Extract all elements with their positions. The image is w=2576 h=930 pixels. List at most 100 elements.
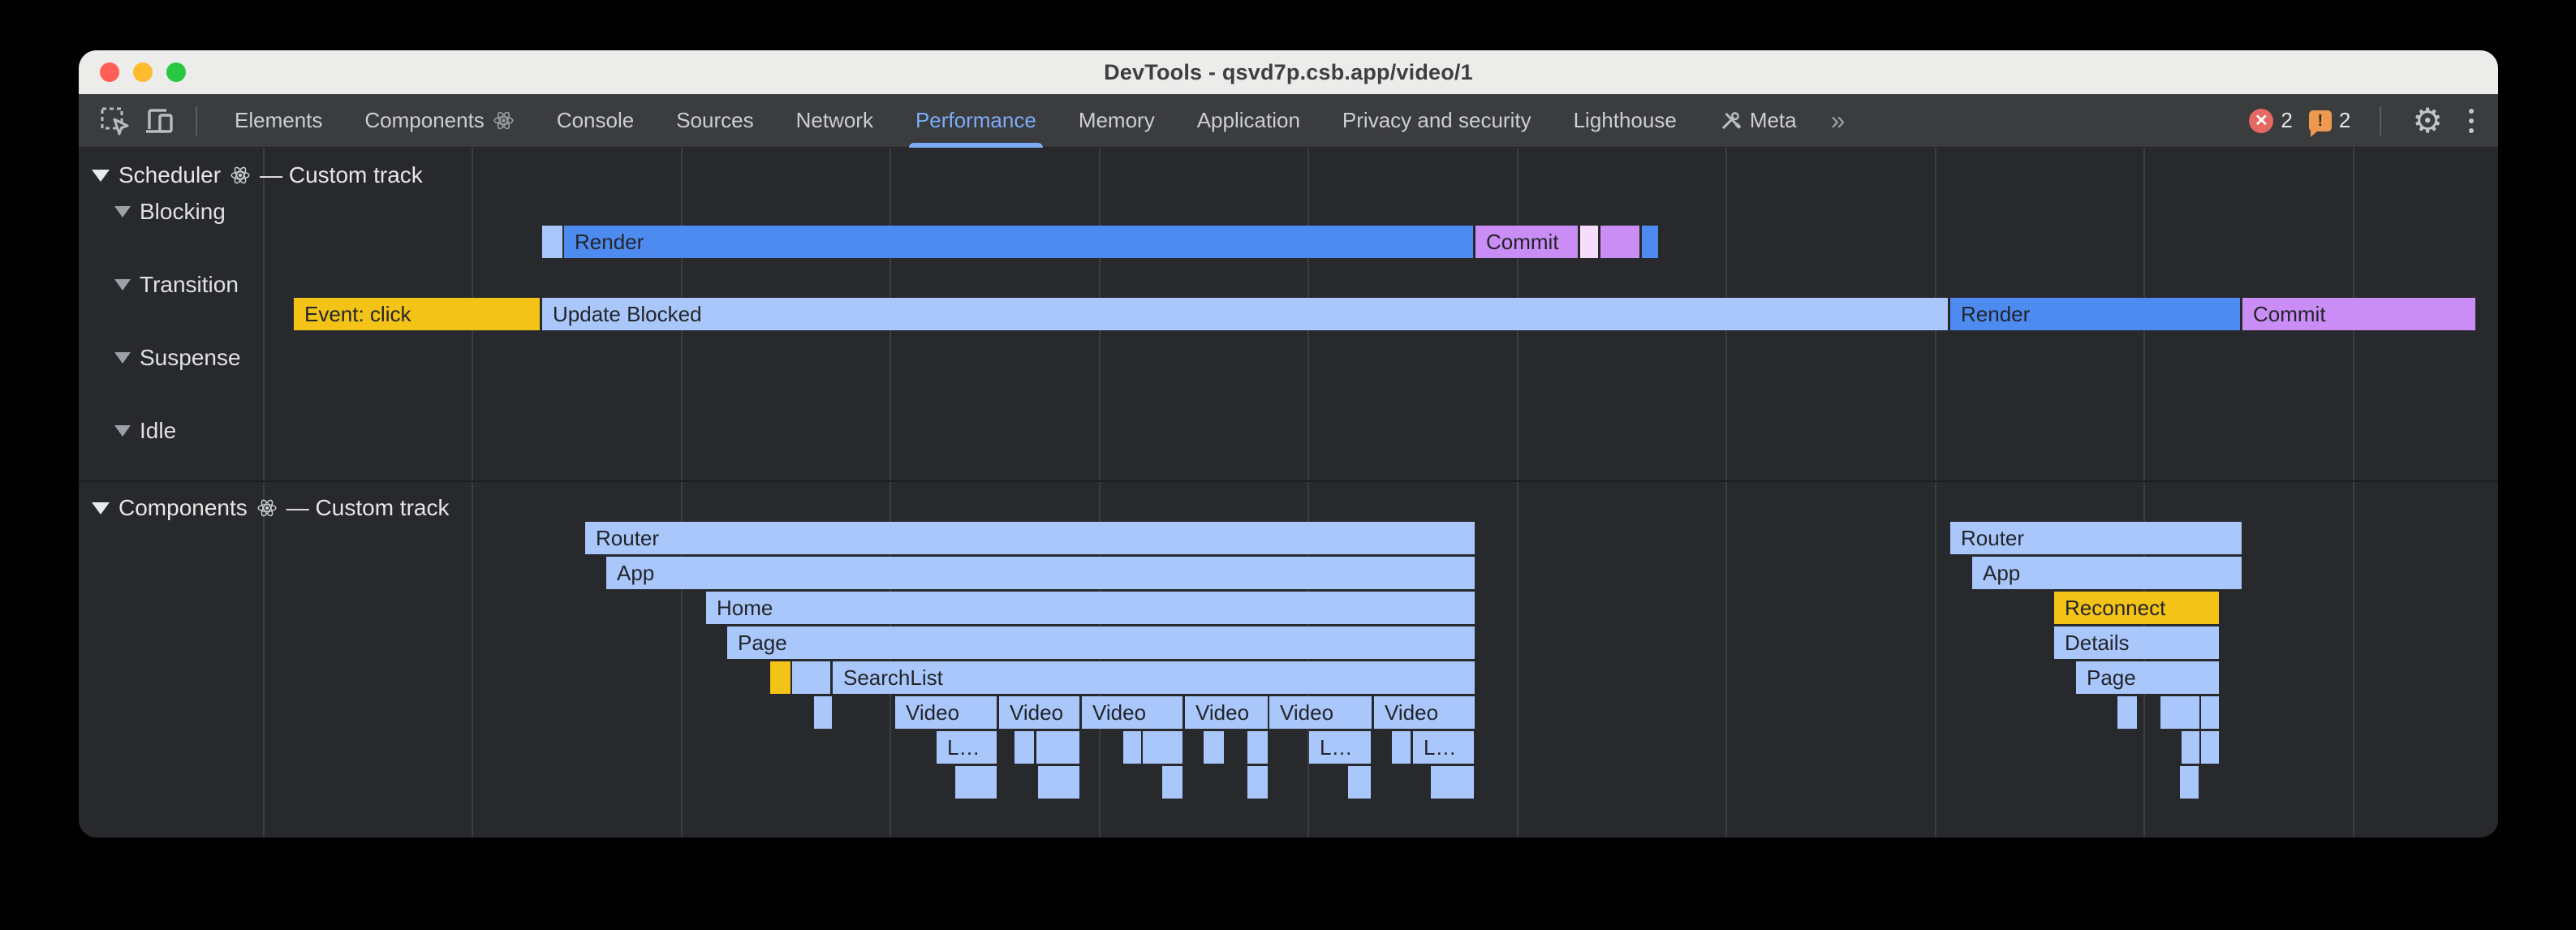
flame-bar[interactable] bbox=[2160, 696, 2199, 729]
flame-bar[interactable] bbox=[2117, 696, 2137, 729]
flame-bar[interactable] bbox=[1600, 226, 1639, 258]
flame-bar-video[interactable]: Video bbox=[999, 696, 1079, 729]
tab-performance[interactable]: Performance bbox=[894, 94, 1058, 148]
tab-meta[interactable]: Meta bbox=[1698, 94, 1818, 148]
expand-arrow-icon[interactable] bbox=[114, 279, 131, 291]
flame-bar-label: Render bbox=[1961, 302, 2031, 326]
tab-label: Performance bbox=[915, 108, 1036, 132]
flame-bar-home[interactable]: Home bbox=[706, 592, 1475, 624]
flame-bar-render[interactable]: Render bbox=[564, 226, 1473, 258]
tab-sources[interactable]: Sources bbox=[655, 94, 774, 148]
customize-menu-button[interactable] bbox=[2461, 98, 2482, 144]
flame-bar-video[interactable]: Video bbox=[1269, 696, 1372, 729]
flame-bar-label: Video bbox=[1092, 700, 1147, 725]
expand-arrow-icon[interactable] bbox=[92, 169, 110, 182]
track-header-components[interactable]: Components — Custom track bbox=[92, 495, 449, 521]
gridline bbox=[1307, 148, 1309, 837]
flame-bar-update-blocked[interactable]: Update Blocked bbox=[542, 298, 1948, 330]
flame-bar[interactable] bbox=[1162, 766, 1182, 799]
react-atom-icon bbox=[230, 166, 250, 184]
tab-network[interactable]: Network bbox=[775, 94, 894, 148]
track-header-scheduler[interactable]: Scheduler — Custom track bbox=[92, 162, 423, 188]
window-title: DevTools - qsvd7p.csb.app/video/1 bbox=[1104, 59, 1473, 84]
flame-bar-l[interactable]: L… bbox=[937, 731, 997, 764]
tab-privacy-and-security[interactable]: Privacy and security bbox=[1321, 94, 1553, 148]
flame-bar-label: Router bbox=[596, 526, 660, 550]
expand-arrow-icon[interactable] bbox=[92, 502, 110, 515]
flame-bar-label: Details bbox=[2065, 631, 2130, 655]
flame-bar[interactable] bbox=[2182, 731, 2199, 764]
tab-console[interactable]: Console bbox=[536, 94, 655, 148]
expand-arrow-icon[interactable] bbox=[114, 206, 131, 217]
flame-bar[interactable] bbox=[792, 661, 830, 694]
flame-bar-page[interactable]: Page bbox=[2076, 661, 2219, 694]
flame-bar[interactable] bbox=[1247, 731, 1268, 764]
minimize-button[interactable] bbox=[133, 62, 153, 82]
lane-blocking[interactable]: Blocking bbox=[114, 199, 226, 225]
flame-bar[interactable] bbox=[1431, 766, 1474, 799]
flame-bar[interactable] bbox=[1014, 731, 1034, 764]
gridline bbox=[1935, 148, 1936, 837]
tab-elements[interactable]: Elements bbox=[213, 94, 343, 148]
lane-idle[interactable]: Idle bbox=[114, 418, 176, 444]
flame-bar[interactable] bbox=[542, 226, 562, 258]
flame-bar-event-click[interactable]: Event: click bbox=[294, 298, 540, 330]
close-button[interactable] bbox=[100, 62, 119, 82]
flame-bar[interactable] bbox=[1143, 731, 1182, 764]
lane-label: Idle bbox=[140, 418, 177, 443]
lane-transition[interactable]: Transition bbox=[114, 272, 239, 298]
flame-bar[interactable] bbox=[1038, 766, 1079, 799]
flame-bar-label: App bbox=[617, 561, 655, 585]
flame-bar-router[interactable]: Router bbox=[585, 522, 1475, 554]
flame-bar-commit[interactable]: Commit bbox=[1475, 226, 1578, 258]
flame-bar[interactable] bbox=[1392, 731, 1411, 764]
flame-bar-render[interactable]: Render bbox=[1950, 298, 2240, 330]
expand-arrow-icon[interactable] bbox=[114, 352, 131, 364]
tab-memory[interactable]: Memory bbox=[1058, 94, 1176, 148]
flame-bar-l[interactable]: L… bbox=[1413, 731, 1474, 764]
flame-bar-searchlist[interactable]: SearchList bbox=[833, 661, 1475, 694]
flame-bar-page[interactable]: Page bbox=[727, 626, 1475, 659]
flame-bar-video[interactable]: Video bbox=[1082, 696, 1182, 729]
flame-bar-label: Commit bbox=[1486, 230, 1559, 254]
flame-bar[interactable] bbox=[1247, 766, 1268, 799]
flame-bar-details[interactable]: Details bbox=[2054, 626, 2219, 659]
device-toolbar-button[interactable] bbox=[137, 98, 183, 144]
flame-bar-video[interactable]: Video bbox=[1185, 696, 1268, 729]
tab-components[interactable]: Components bbox=[343, 94, 535, 148]
flame-bar[interactable] bbox=[955, 766, 997, 799]
device-toolbar-icon bbox=[146, 108, 173, 133]
zoom-button[interactable] bbox=[166, 62, 186, 82]
flame-bar-video[interactable]: Video bbox=[895, 696, 997, 729]
flame-bar-label: Render bbox=[575, 230, 644, 254]
flame-bar-app[interactable]: App bbox=[606, 557, 1475, 589]
lane-suspense[interactable]: Suspense bbox=[114, 345, 241, 371]
flame-bar[interactable] bbox=[814, 696, 832, 729]
flame-bar-video[interactable]: Video bbox=[1374, 696, 1475, 729]
flame-bar[interactable] bbox=[1123, 731, 1141, 764]
flame-bar[interactable] bbox=[2201, 731, 2219, 764]
settings-button[interactable]: ⚙ bbox=[2406, 98, 2449, 144]
flame-bar-app[interactable]: App bbox=[1972, 557, 2242, 589]
expand-arrow-icon[interactable] bbox=[114, 425, 131, 437]
flame-bar[interactable] bbox=[1348, 766, 1371, 799]
error-badge[interactable]: ✕ 2 bbox=[2249, 108, 2297, 133]
flame-bar[interactable] bbox=[2201, 696, 2219, 729]
flame-bar-commit[interactable]: Commit bbox=[2242, 298, 2475, 330]
flame-bar[interactable] bbox=[2180, 766, 2199, 799]
flame-bar-reconnect[interactable]: Reconnect bbox=[2054, 592, 2219, 624]
flame-bar[interactable] bbox=[1204, 731, 1224, 764]
flame-bar[interactable] bbox=[1036, 731, 1079, 764]
inspect-element-button[interactable] bbox=[92, 98, 137, 144]
flame-bar-l[interactable]: L… bbox=[1309, 731, 1371, 764]
tab-application[interactable]: Application bbox=[1176, 94, 1321, 148]
flame-bar[interactable] bbox=[1580, 226, 1598, 258]
flame-bar-label: L… bbox=[1320, 735, 1353, 760]
tab-lighthouse[interactable]: Lighthouse bbox=[1553, 94, 1698, 148]
more-tabs-button[interactable]: » bbox=[1830, 105, 1846, 135]
flame-bar-label: App bbox=[1983, 561, 2021, 585]
flame-bar[interactable] bbox=[770, 661, 790, 694]
flame-bar-router[interactable]: Router bbox=[1950, 522, 2242, 554]
warning-badge[interactable]: ! 2 bbox=[2308, 108, 2355, 137]
flame-bar[interactable] bbox=[1642, 226, 1658, 258]
